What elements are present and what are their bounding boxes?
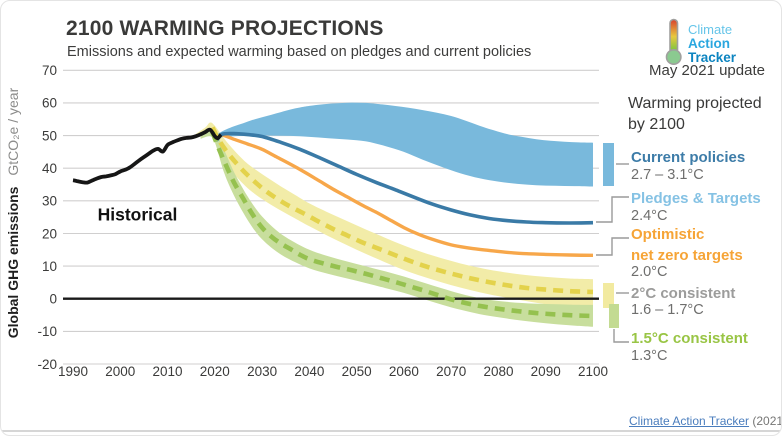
historical-annotation: Historical [98,204,178,224]
x-tick-label: 2020 [200,364,230,379]
legend-label-two-deg: 2°C consistent [631,285,736,302]
series-pledges-targets [210,130,594,225]
legend-label-pledges: Pledges & Targets [631,190,761,207]
logo-action: Action [688,36,730,51]
cat-logo-wordmark: Climate Action Tracker [688,18,736,65]
legend-value-optimistic: 2.0°C [631,264,668,280]
legend-label-current-policies: Current policies [631,149,746,166]
1.5C-consistent-range [200,128,593,327]
y-tick-label: 60 [42,96,57,111]
y-tick-label: -10 [37,324,57,339]
y-tick-label: 70 [42,63,57,78]
x-tick-label: 1990 [58,364,88,379]
page-title: 2100 WARMING PROJECTIONS [66,17,384,40]
y-tick-label: 50 [42,128,57,143]
source-attribution: Climate Action Tracker (2021) [629,414,781,428]
series-1-5-c-consistent [210,131,594,319]
current-policies-swatch [603,143,614,186]
legend-label-optimistic-line2: net zero targets [631,247,743,264]
y-tick-label: 30 [42,194,57,209]
source-year: (2021) [752,414,781,428]
legend-heading-line1: Warming projected [628,95,762,112]
legend-value-pledges: 2.4°C [631,208,668,224]
legend-label-one-five: 1.5°C consistent [631,330,748,347]
legend-value-one-five: 1.3°C [631,348,668,364]
legend-value-two-deg: 1.6 – 1.7°C [631,302,704,318]
x-tick-label: 2010 [152,364,182,379]
legend-heading: Warming projected by 2100 [628,93,762,135]
cat-logo: Climate Action Tracker [665,18,736,71]
series-historical [72,127,223,185]
one-five-swatch [609,304,619,328]
series-optimistic-net-zero-targets [221,132,594,257]
x-tick-label: 2070 [436,364,466,379]
x-tick-label: 2060 [389,364,419,379]
bottom-divider [1,430,781,432]
current-policies-range [214,102,594,187]
page-subtitle: Emissions and expected warming based on … [67,44,532,60]
logo-tracker: Tracker [688,50,737,65]
legend-leader-line [596,237,629,256]
legend-heading-line2: by 2100 [628,116,685,133]
x-tick-label: 2090 [531,364,561,379]
thermometer-icon [665,18,682,71]
x-tick-label: 2080 [483,364,513,379]
x-tick-label: 2000 [105,364,135,379]
source-link[interactable]: Climate Action Tracker [629,414,750,428]
y-tick-label: 40 [42,161,57,176]
update-label: May 2021 update [649,62,765,79]
x-tick-label: 2050 [342,364,372,379]
x-tick-label: 2040 [294,364,324,379]
x-tick-label: 2100 [578,364,608,379]
legend-leader-line [613,329,629,343]
y-tick-label: 10 [42,259,57,274]
x-tick-label: 2030 [247,364,277,379]
y-tick-label: 0 [49,292,57,307]
logo-climate: Climate [688,22,733,37]
y-axis-label: Global GHG emissions GtCO₂e / year [5,87,21,338]
series-2-c-consistent [210,126,594,295]
y-tick-label: 20 [42,226,57,241]
legend-leader-line [596,196,629,223]
legend-value-current-policies: 2.7 – 3.1°C [631,167,704,183]
legend-label-optimistic: Optimistic [631,226,705,243]
y-tick-label: -20 [37,357,57,372]
two-deg-swatch [603,283,614,308]
